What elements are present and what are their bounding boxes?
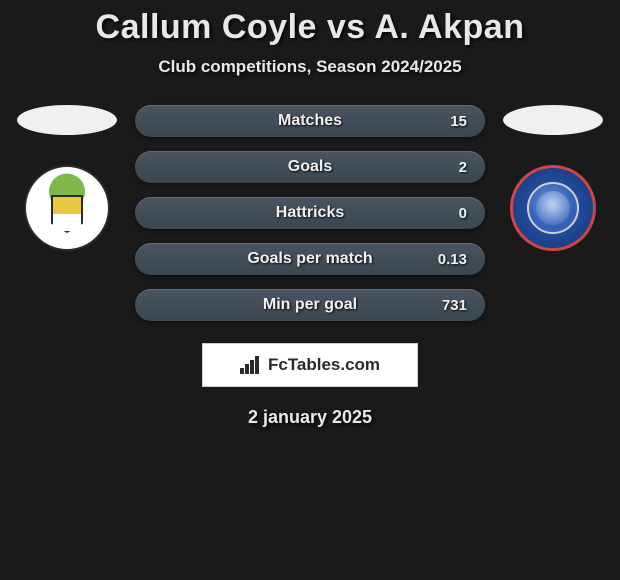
stat-label: Goals — [288, 158, 332, 176]
stat-bar-matches: Matches 15 — [135, 105, 485, 137]
stat-label: Min per goal — [263, 296, 357, 314]
stat-bar-goals-per-match: Goals per match 0.13 — [135, 243, 485, 275]
club-badge-right — [510, 165, 596, 251]
stat-label: Matches — [278, 112, 342, 130]
stat-right-value: 15 — [437, 113, 467, 130]
stat-right-value: 2 — [437, 159, 467, 176]
stat-label: Goals per match — [247, 250, 372, 268]
comparison-card: Callum Coyle vs A. Akpan Club competitio… — [0, 0, 620, 428]
stat-bar-min-per-goal: Min per goal 731 — [135, 289, 485, 321]
player-right-col — [503, 105, 603, 251]
club-badge-left — [24, 165, 110, 251]
stat-bar-hattricks: Hattricks 0 — [135, 197, 485, 229]
stats-column: Matches 15 Goals 2 Hattricks 0 Goals per… — [135, 105, 485, 321]
stat-right-value: 731 — [437, 297, 467, 314]
stat-bar-goals: Goals 2 — [135, 151, 485, 183]
date-label: 2 january 2025 — [0, 407, 620, 428]
player-left-avatar — [17, 105, 117, 135]
subtitle: Club competitions, Season 2024/2025 — [0, 57, 620, 77]
player-right-avatar — [503, 105, 603, 135]
brand-box[interactable]: FcTables.com — [202, 343, 418, 387]
player-left-col — [17, 105, 117, 251]
stat-label: Hattricks — [276, 204, 344, 222]
page-title: Callum Coyle vs A. Akpan — [0, 8, 620, 47]
stat-right-value: 0.13 — [437, 251, 467, 268]
bar-chart-icon — [240, 356, 262, 374]
stat-right-value: 0 — [437, 205, 467, 222]
main-row: Matches 15 Goals 2 Hattricks 0 Goals per… — [0, 105, 620, 321]
brand-text: FcTables.com — [268, 355, 380, 375]
